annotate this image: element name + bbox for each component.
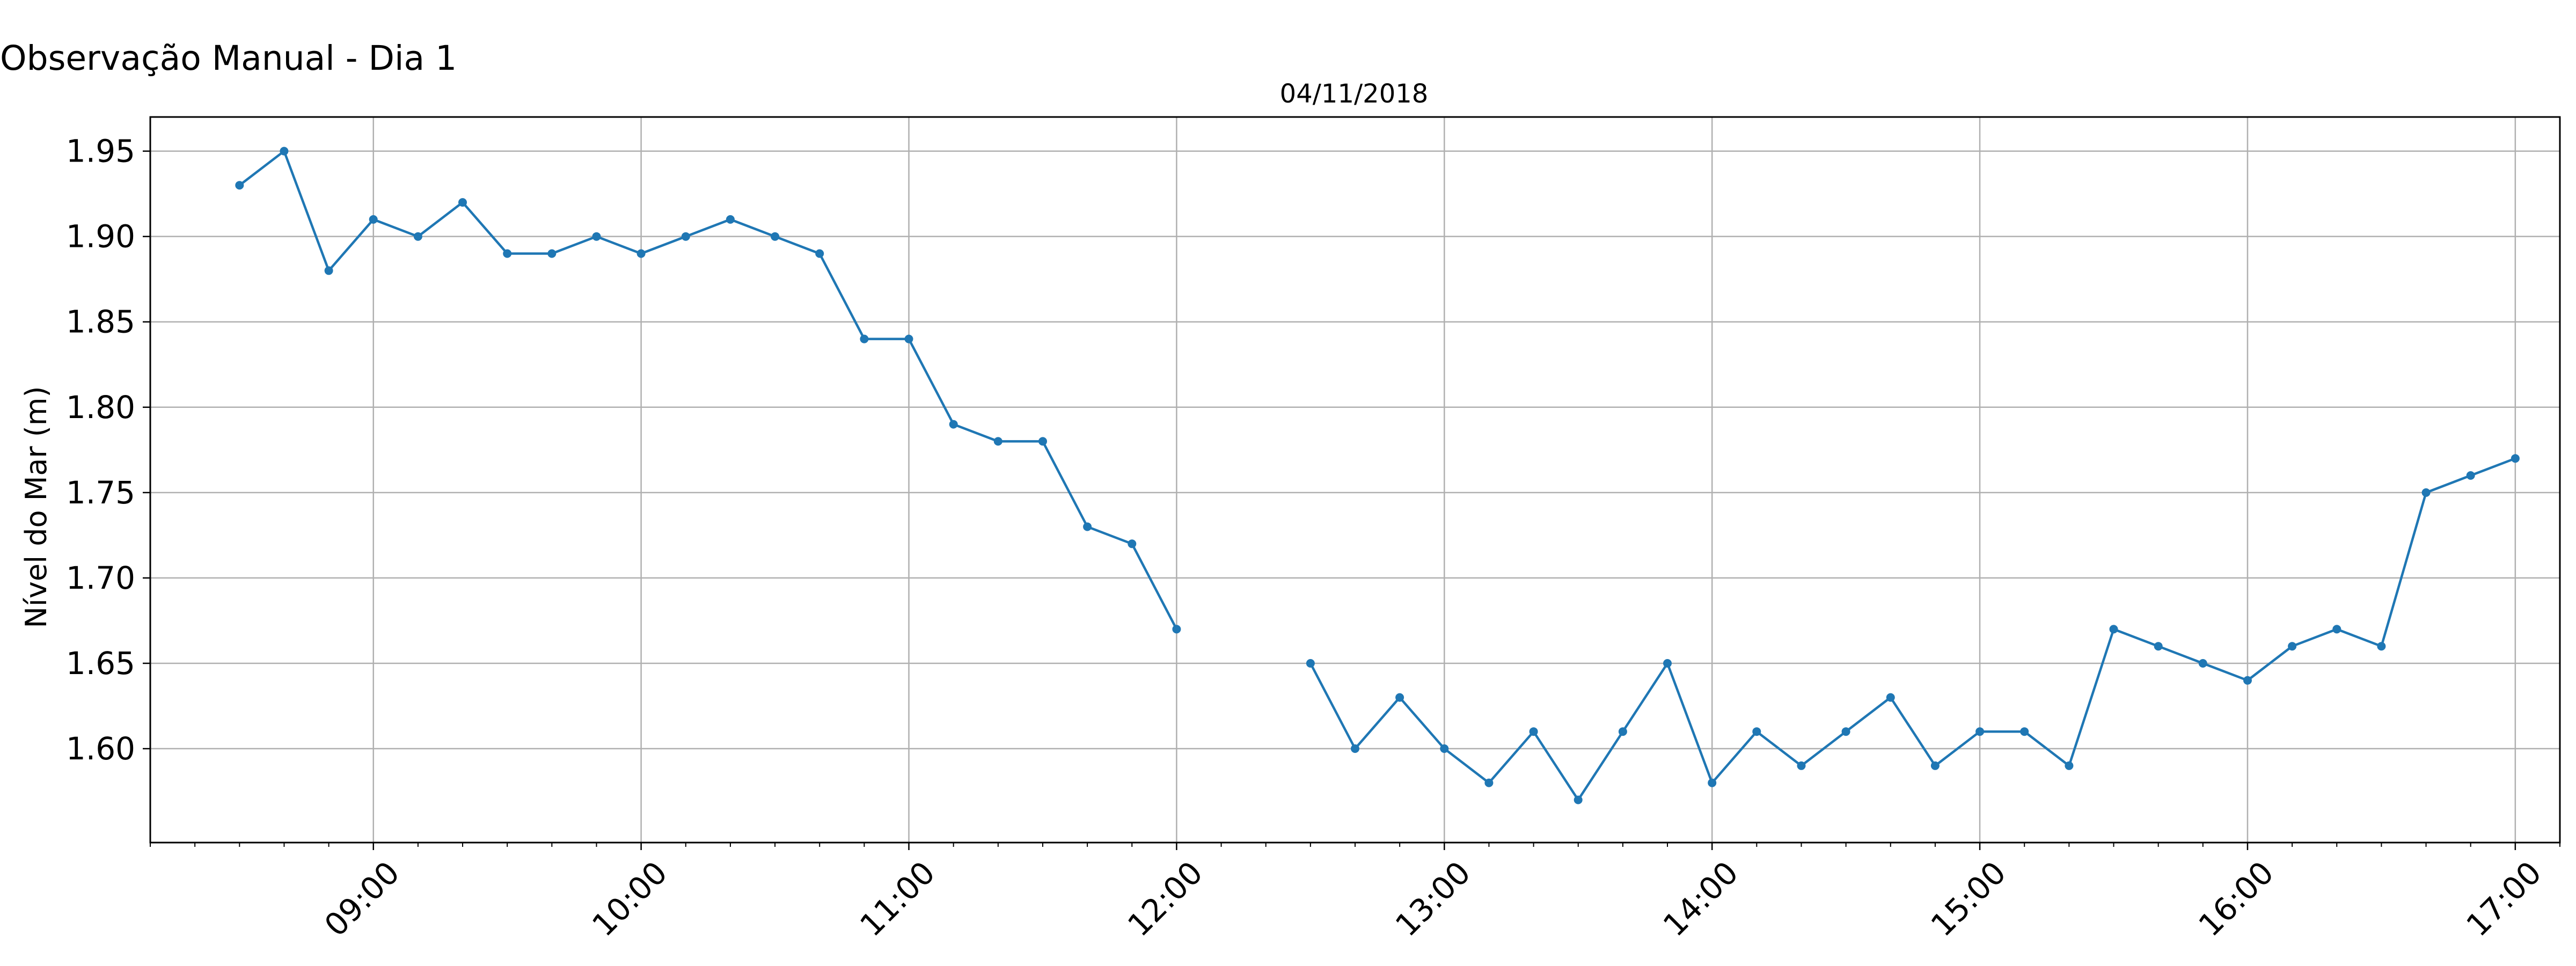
series-line-segment (1309, 457, 2516, 801)
y-tick-label: 1.75 (66, 474, 135, 511)
data-point (815, 249, 824, 258)
x-tick-label: 14:00 (1656, 854, 1745, 943)
y-tick-label: 1.70 (66, 560, 135, 596)
x-tick-label: 17:00 (2459, 854, 2548, 943)
data-point (1306, 659, 1315, 668)
data-point (1128, 539, 1137, 548)
data-point (1172, 625, 1181, 634)
data-point (636, 249, 646, 258)
data-point (2421, 488, 2431, 497)
data-point (2511, 454, 2520, 463)
data-point (1841, 727, 1850, 736)
data-point (324, 266, 333, 275)
data-point (1083, 522, 1092, 531)
chart-title: 04/11/2018 (1280, 79, 1429, 109)
data-point (726, 215, 735, 224)
data-point (771, 232, 780, 241)
y-axis-label: Nível do Mar (m) (19, 386, 53, 628)
grid-lines (150, 117, 2560, 843)
data-point (1440, 744, 1449, 753)
y-tick-label: 1.60 (66, 730, 135, 767)
x-tick-label: 10:00 (585, 854, 674, 943)
data-point (1618, 727, 1627, 736)
figure-title: Observação Manual - Dia 1 (0, 39, 457, 78)
data-point (1663, 659, 1672, 668)
data-point (2466, 471, 2475, 480)
data-point (1930, 761, 1940, 770)
data-point (949, 420, 958, 429)
y-tick-label: 1.95 (66, 133, 135, 170)
axis-ticks: 1.60 1.65 1.70 1.75 1.80 1.85 1.90 1.95 09:00 10:… (66, 133, 2560, 943)
data-point (1975, 727, 1985, 736)
y-tick-label: 1.85 (66, 304, 135, 340)
data-point (1708, 778, 1717, 787)
data-point (2154, 642, 2163, 651)
data-point (681, 232, 690, 241)
data-point (1752, 727, 1761, 736)
x-tick-label: 12:00 (1121, 854, 1210, 943)
data-point (2332, 625, 2341, 634)
data-point (592, 232, 601, 241)
data-point (2020, 727, 2029, 736)
data-point (369, 215, 378, 224)
data-point (547, 249, 557, 258)
data-point (503, 249, 512, 258)
y-tick-label: 1.65 (66, 645, 135, 682)
data-point (2377, 642, 2386, 651)
data-point (458, 198, 467, 207)
x-tick-label: 16:00 (2192, 854, 2281, 943)
x-tick-label: 09:00 (317, 854, 406, 943)
data-point (235, 181, 244, 190)
x-tick-label: 11:00 (853, 854, 942, 943)
data-point (1484, 778, 1494, 787)
plot-frame (149, 116, 2561, 844)
data-point (1886, 693, 1895, 702)
data-point (1351, 744, 1359, 753)
data-point (860, 334, 869, 343)
data-point (2243, 676, 2252, 685)
data-point (2065, 761, 2074, 770)
series-line (238, 150, 2516, 801)
y-tick-label: 1.90 (66, 218, 135, 255)
data-point (413, 232, 422, 241)
data-point (993, 437, 1002, 446)
x-tick-label: 13:00 (1388, 854, 1477, 943)
data-point (1529, 727, 1538, 736)
data-point (2109, 625, 2118, 634)
data-point (1574, 795, 1583, 804)
data-point (1395, 693, 1404, 702)
y-tick-label: 1.80 (66, 389, 135, 426)
data-point (904, 334, 913, 343)
data-point (1797, 761, 1806, 770)
series-markers (235, 147, 2520, 804)
data-point (2198, 659, 2207, 668)
x-tick-label: 15:00 (1924, 854, 2013, 943)
data-point (280, 147, 289, 156)
data-point (1038, 437, 1047, 446)
series-line-segment (238, 150, 1178, 630)
data-point (2288, 642, 2297, 651)
